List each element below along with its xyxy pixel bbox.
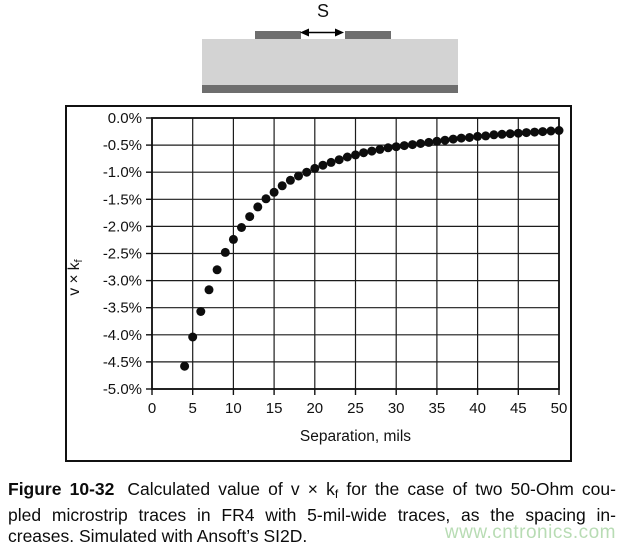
data-point	[432, 136, 442, 146]
data-point	[253, 202, 263, 212]
figure-caption: Figure 10-32 Calculated value of v × kf f…	[8, 479, 616, 547]
data-point	[383, 143, 393, 153]
data-point	[367, 146, 377, 156]
data-point	[424, 137, 434, 147]
caption-line: creases. Simulated with Ansoft’s SI2D.	[8, 526, 616, 547]
data-point	[399, 141, 409, 151]
x-tick-label: 10	[225, 400, 242, 417]
caption-figure-number: Figure 10-32	[8, 479, 115, 499]
data-point	[497, 129, 507, 139]
y-axis-title: v × kf	[66, 258, 85, 295]
y-tick-label: -4.0%	[103, 327, 142, 344]
ground-plane	[202, 85, 458, 93]
x-tick-label: 0	[148, 400, 156, 417]
data-point	[237, 223, 246, 232]
data-point	[456, 133, 466, 143]
y-tick-label: -1.0%	[103, 164, 142, 181]
y-tick-label: -4.5%	[103, 354, 142, 371]
data-point	[521, 128, 531, 138]
microstrip-trace-right	[345, 31, 391, 39]
data-point	[375, 144, 385, 154]
data-point	[188, 332, 198, 342]
x-tick-label: 20	[306, 400, 323, 417]
caption-line: pled microstrip traces in FR4 with 5-mil…	[8, 505, 616, 526]
data-point	[351, 150, 360, 160]
data-point	[538, 127, 548, 137]
data-point	[505, 129, 515, 139]
microstrip-cross-section-diagram: S	[0, 0, 624, 100]
data-point	[228, 234, 238, 244]
data-point	[359, 148, 369, 158]
x-tick-label: 5	[189, 400, 197, 417]
data-point	[212, 265, 222, 275]
data-point	[513, 128, 523, 138]
spacing-arrow-icon	[300, 28, 344, 37]
y-tick-label: -2.0%	[103, 218, 142, 235]
caption-text: Calculated value of v × k	[127, 479, 335, 499]
x-axis-title: Separation, mils	[300, 428, 411, 445]
fr4-substrate	[202, 39, 458, 85]
data-point	[204, 285, 214, 295]
data-point	[294, 171, 303, 181]
data-point	[334, 155, 344, 165]
data-point	[261, 194, 271, 204]
x-tick-label: 25	[347, 400, 364, 417]
data-point	[326, 157, 336, 167]
y-tick-label: 0.0%	[108, 110, 142, 127]
y-tick-label: -1.5%	[103, 191, 142, 208]
x-tick-label: 35	[429, 400, 446, 417]
data-point	[245, 212, 255, 222]
y-tick-label: -0.5%	[103, 137, 142, 154]
data-point	[448, 134, 458, 144]
caption-text: f	[334, 487, 339, 501]
data-point	[310, 163, 320, 173]
data-point	[481, 131, 491, 141]
y-tick-label: -2.5%	[103, 246, 142, 263]
y-tick-label: -3.0%	[103, 273, 142, 290]
data-point	[440, 135, 450, 145]
caption-text: creases. Simulated with Ansoft’s SI2D.	[8, 526, 308, 546]
x-tick-label: 45	[510, 400, 527, 417]
caption-text: for the case of two 50-Ohm cou-	[338, 479, 616, 499]
caption-text: pled microstrip traces in FR4 with 5-mil…	[8, 505, 616, 525]
vkf-vs-separation-chart: 0.0% -0.5% -1.0% -1.5% -2.0% -2.5% -3.0% -3.5% -…	[65, 105, 572, 462]
data-point	[416, 139, 426, 148]
x-tick-label: 40	[469, 400, 486, 417]
microstrip-trace-left	[255, 31, 301, 39]
data-point	[318, 160, 328, 170]
data-point	[391, 142, 401, 152]
data-point	[269, 187, 279, 197]
x-tick-label: 50	[551, 400, 568, 417]
data-point	[342, 152, 352, 162]
data-point	[408, 140, 417, 150]
y-tick-label: -5.0%	[103, 381, 142, 398]
data-point	[465, 133, 474, 142]
watermark: www.cntronics.com	[444, 522, 616, 543]
data-point	[302, 167, 312, 177]
data-point	[285, 175, 295, 185]
data-point	[180, 361, 190, 371]
x-tick-label: 30	[388, 400, 405, 417]
spacing-s-label: S	[316, 1, 329, 21]
data-point	[489, 130, 499, 140]
data-point	[546, 126, 556, 136]
plot-area-border	[151, 117, 560, 390]
caption-line: Figure 10-32 Calculated value of v × kf f…	[8, 479, 616, 505]
data-point	[530, 127, 540, 137]
y-tick-label: -3.5%	[103, 300, 142, 317]
data-point	[220, 247, 230, 257]
data-point	[196, 307, 206, 316]
data-point	[473, 131, 483, 141]
data-point	[554, 126, 564, 135]
x-tick-label: 15	[266, 400, 283, 417]
data-point	[277, 181, 287, 191]
